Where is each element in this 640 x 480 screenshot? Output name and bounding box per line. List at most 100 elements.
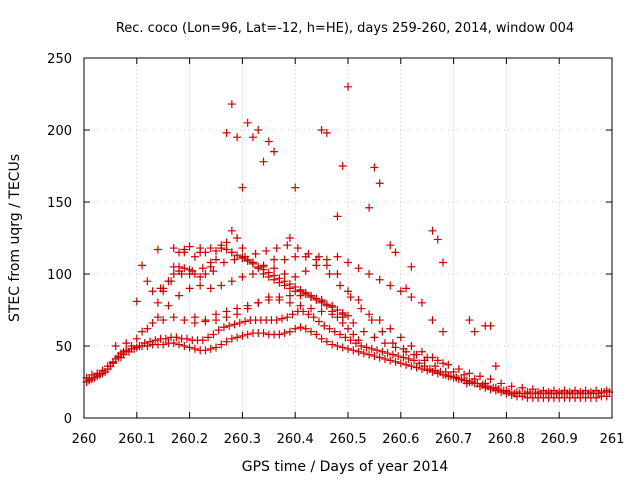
data-point	[98, 366, 107, 375]
data-point	[172, 333, 181, 342]
data-point	[314, 252, 323, 261]
data-point	[212, 343, 220, 352]
data-point	[428, 353, 437, 362]
data-point	[457, 375, 466, 384]
data-point	[391, 248, 400, 257]
data-point	[169, 270, 178, 278]
data-point	[433, 356, 442, 365]
data-point	[227, 226, 236, 235]
data-point	[359, 349, 368, 358]
data-point	[270, 271, 279, 280]
data-point	[462, 379, 471, 388]
data-point	[280, 270, 289, 278]
data-point	[367, 316, 376, 325]
data-point	[386, 356, 395, 365]
data-point	[243, 301, 252, 310]
data-point	[407, 293, 416, 302]
data-point	[222, 128, 231, 137]
data-point	[217, 281, 226, 290]
data-point	[322, 255, 331, 264]
data-point	[439, 258, 448, 267]
data-point	[288, 310, 297, 319]
data-point	[222, 337, 231, 346]
x-tick-label: 260.4	[277, 432, 314, 447]
data-point	[539, 386, 548, 395]
data-point	[391, 343, 400, 352]
data-point	[378, 347, 387, 356]
data-point	[336, 281, 345, 290]
data-point	[206, 344, 215, 353]
y-tick-label: 100	[47, 268, 72, 283]
data-point	[592, 393, 601, 402]
data-point	[415, 359, 424, 368]
data-point	[135, 342, 144, 350]
data-point	[317, 334, 326, 343]
data-point	[270, 147, 279, 156]
data-point	[307, 304, 316, 313]
data-point	[375, 179, 384, 188]
data-point	[344, 311, 352, 320]
data-point	[169, 339, 178, 348]
data-point	[404, 354, 413, 363]
data-point	[87, 370, 96, 379]
data-point	[138, 261, 147, 270]
data-point	[272, 316, 281, 325]
data-point	[233, 333, 242, 342]
data-point	[182, 334, 191, 343]
data-point	[365, 350, 374, 359]
data-point	[407, 342, 416, 350]
data-point	[396, 359, 405, 368]
data-point	[180, 342, 189, 350]
data-point	[285, 291, 294, 300]
data-point	[280, 329, 289, 338]
data-point	[285, 234, 294, 242]
data-point	[190, 252, 199, 261]
data-point	[148, 318, 157, 327]
data-point	[272, 244, 281, 253]
data-point	[518, 383, 527, 392]
data-point	[380, 354, 389, 363]
data-point	[127, 342, 136, 350]
data-point	[307, 291, 316, 300]
data-point	[222, 238, 231, 247]
data-point	[344, 324, 352, 333]
data-point	[549, 386, 558, 395]
data-point	[375, 316, 384, 325]
data-point	[270, 255, 279, 264]
data-point	[238, 252, 247, 261]
data-point	[386, 241, 395, 250]
data-point	[325, 270, 334, 278]
data-point	[254, 298, 263, 307]
data-point	[146, 337, 154, 346]
data-point	[291, 282, 300, 291]
data-point	[473, 379, 482, 388]
data-point	[336, 330, 345, 339]
data-point	[196, 272, 205, 281]
data-point	[164, 277, 173, 286]
data-point	[206, 244, 215, 253]
data-point	[293, 244, 302, 253]
data-point	[214, 326, 223, 335]
data-point	[185, 242, 194, 251]
data-point	[349, 330, 358, 339]
data-point	[439, 327, 448, 336]
data-point	[417, 347, 426, 356]
data-point	[449, 367, 458, 376]
data-point	[238, 244, 247, 253]
data-point	[185, 343, 194, 352]
data-point	[190, 313, 199, 322]
data-point	[375, 353, 384, 362]
data-points	[82, 82, 614, 402]
data-point	[470, 375, 479, 384]
data-point	[291, 252, 300, 261]
data-point	[259, 157, 268, 166]
data-point	[153, 313, 162, 322]
data-point	[230, 255, 239, 264]
data-point	[399, 344, 408, 353]
data-point	[349, 318, 358, 327]
data-point	[243, 257, 252, 266]
data-point	[153, 298, 162, 307]
data-point	[227, 100, 236, 109]
data-point	[304, 310, 313, 319]
